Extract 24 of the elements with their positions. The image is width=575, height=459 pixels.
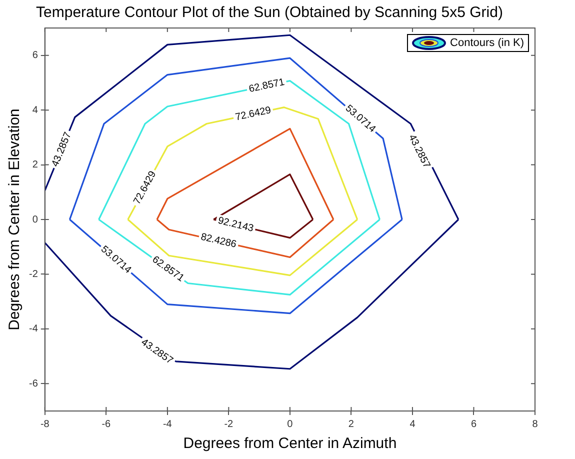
annotation: 92.2143 [216, 215, 255, 235]
x-tick-label: 4 [410, 418, 416, 430]
x-tick-label: -6 [102, 418, 112, 430]
x-tick-label: -4 [162, 418, 172, 430]
y-tick-label: 0 [32, 214, 38, 226]
legend-title: Contours (in K) [450, 37, 524, 49]
x-tick-label: 0 [287, 418, 294, 430]
x-tick-label: 8 [532, 418, 538, 430]
x-tick-label: 2 [348, 418, 354, 430]
x-axis-title: Degrees from Center in Azimuth [183, 435, 397, 452]
y-tick-label: 6 [32, 50, 38, 62]
y-axis-title: Degrees from Center in Elevation [6, 108, 24, 330]
y-tick-label: -2 [28, 268, 38, 280]
y-tick-label: -4 [28, 324, 38, 335]
annotation: 72.6429 [234, 104, 272, 124]
x-tick-label: -2 [224, 418, 234, 430]
annotation: 82.4286 [200, 232, 238, 251]
annotation: 62.8571 [248, 76, 286, 96]
y-tick-label: 2 [32, 160, 38, 171]
chart-title: Temperature Contour Plot of the Sun (Obtained by Scanning 5x5 Grid) [36, 4, 503, 22]
y-tick-label: 4 [32, 104, 38, 116]
x-tick-label: -8 [40, 418, 50, 430]
x-tick-label: 6 [470, 418, 477, 430]
y-tick-label: -6 [28, 378, 38, 390]
